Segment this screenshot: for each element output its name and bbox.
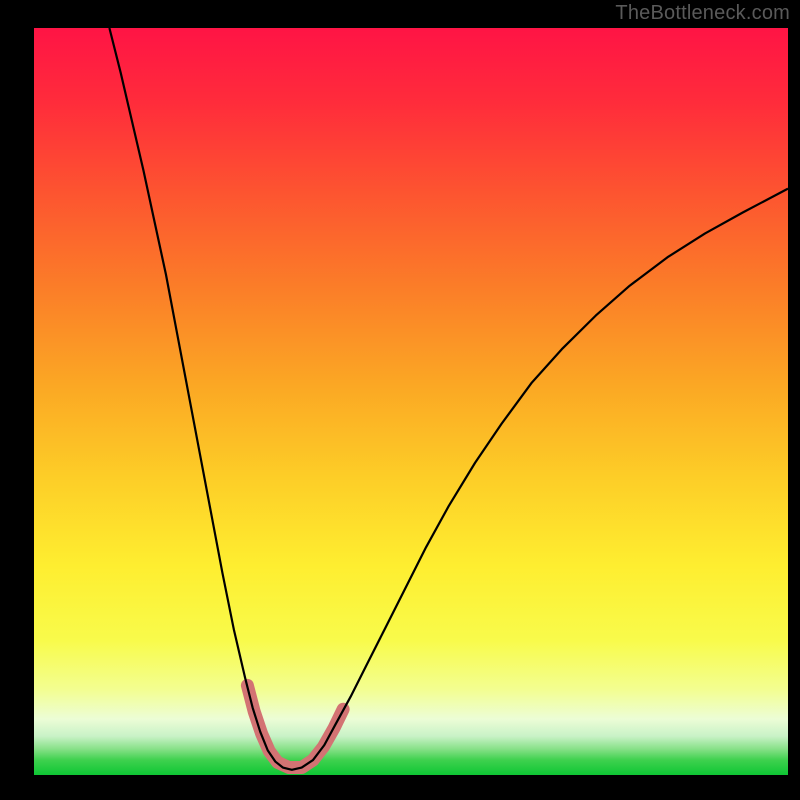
plot-background — [34, 28, 788, 775]
chart-svg — [0, 0, 800, 800]
sweet-spot-overlay — [247, 685, 343, 767]
watermark-text: TheBottleneck.com — [615, 2, 790, 25]
chart-stage: TheBottleneck.com — [0, 0, 800, 800]
bottleneck-curve — [109, 28, 788, 770]
